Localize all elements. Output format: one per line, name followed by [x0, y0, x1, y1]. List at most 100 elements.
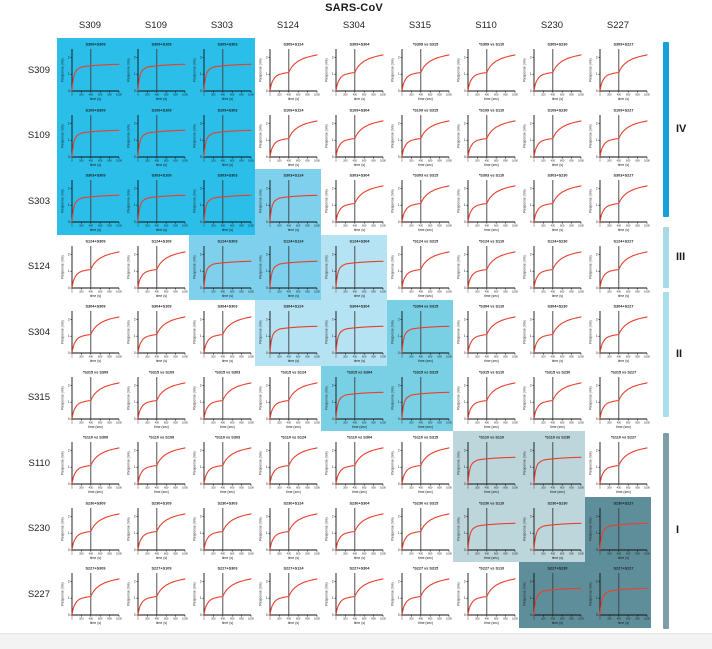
svg-text:time (s): time (s) [354, 97, 365, 101]
svg-text:1000: 1000 [578, 354, 584, 358]
svg-text:400: 400 [617, 616, 622, 620]
col-header-S303: S303 [210, 20, 234, 31]
svg-text:1: 1 [134, 269, 136, 273]
svg-text:200: 200 [145, 616, 150, 620]
svg-text:600: 600 [560, 551, 565, 555]
svg-text:2: 2 [596, 55, 598, 59]
svg-text:600: 600 [362, 289, 367, 293]
svg-text:0: 0 [398, 548, 400, 552]
svg-text:1: 1 [464, 400, 466, 404]
svg-text:0: 0 [533, 485, 535, 489]
svg-text:Response (nm): Response (nm) [61, 124, 65, 147]
svg-text:600: 600 [560, 289, 565, 293]
svg-text:400: 400 [617, 420, 622, 424]
svg-text:time (s): time (s) [552, 97, 563, 101]
svg-text:1000: 1000 [446, 485, 452, 489]
svg-text:Response (nm): Response (nm) [523, 320, 527, 343]
svg-text:Response (nm): Response (nm) [457, 386, 461, 409]
svg-text:time (sec): time (sec) [484, 621, 499, 625]
svg-text:800: 800 [107, 551, 112, 555]
svg-text:200: 200 [607, 485, 612, 489]
svg-text:600: 600 [362, 551, 367, 555]
svg-text:2: 2 [530, 55, 532, 59]
svg-text:200: 200 [79, 289, 84, 293]
svg-text:2: 2 [68, 55, 70, 59]
svg-text:time (s): time (s) [288, 294, 299, 298]
svg-text:1: 1 [266, 203, 268, 207]
svg-text:200: 200 [541, 289, 546, 293]
svg-text:time (s): time (s) [552, 556, 563, 560]
cell-S109-S124: S109+S124 0 1 2 0 200 400 600 800 1000 Response … [255, 104, 321, 170]
svg-text:*S110 vs S309: *S110 vs S309 [83, 436, 108, 440]
svg-text:time (s): time (s) [90, 556, 101, 560]
svg-text:Response (nm): Response (nm) [391, 582, 395, 605]
svg-text:Response (nm): Response (nm) [259, 320, 263, 343]
svg-text:200: 200 [343, 616, 348, 620]
cell-S110-S315: *S110 vs S315 0 1 2 0 200 400 600 800 1000 Respo… [387, 431, 453, 497]
svg-text:time (s): time (s) [90, 359, 101, 363]
svg-text:1000: 1000 [182, 223, 188, 227]
svg-text:0: 0 [332, 482, 334, 486]
cell-S109-S230: S109+S230 0 1 2 0 200 400 600 800 1000 Response … [519, 104, 585, 170]
svg-text:0: 0 [203, 158, 205, 162]
svg-text:200: 200 [607, 223, 612, 227]
svg-text:time (s): time (s) [552, 621, 563, 625]
cell-S124-S304: S124+S304 0 1 2 0 200 400 600 800 1000 Response … [321, 234, 387, 300]
svg-text:400: 400 [221, 158, 226, 162]
svg-text:time (s): time (s) [354, 294, 365, 298]
svg-text:0: 0 [200, 548, 202, 552]
svg-text:200: 200 [145, 289, 150, 293]
svg-text:200: 200 [79, 92, 84, 96]
svg-text:800: 800 [305, 223, 310, 227]
svg-text:*S110 vs S109: *S110 vs S109 [149, 436, 174, 440]
svg-text:200: 200 [409, 158, 414, 162]
svg-text:800: 800 [173, 616, 178, 620]
svg-text:400: 400 [89, 289, 94, 293]
svg-text:Response (nm): Response (nm) [523, 124, 527, 147]
svg-text:S124+S304: S124+S304 [350, 239, 371, 243]
svg-text:1: 1 [134, 531, 136, 535]
svg-text:400: 400 [287, 616, 292, 620]
svg-text:time (s): time (s) [288, 359, 299, 363]
svg-text:400: 400 [353, 289, 358, 293]
svg-text:*S227 vs S110: *S227 vs S110 [479, 567, 504, 571]
svg-text:*S304 vs S110: *S304 vs S110 [479, 305, 504, 309]
svg-text:time (sec): time (sec) [484, 97, 499, 101]
svg-text:400: 400 [353, 223, 358, 227]
svg-text:0: 0 [137, 485, 139, 489]
svg-text:200: 200 [541, 616, 546, 620]
cell-S303-S315: *S303 vs S315 0 1 2 0 200 400 600 800 1000 Respo… [387, 169, 453, 235]
svg-text:600: 600 [98, 158, 103, 162]
svg-text:0: 0 [464, 417, 466, 421]
svg-text:800: 800 [305, 420, 310, 424]
svg-text:1: 1 [68, 400, 70, 404]
svg-text:800: 800 [173, 420, 178, 424]
cell-S304-S124: S304+S124 0 1 2 0 200 400 600 800 1000 Response … [255, 300, 321, 366]
svg-text:200: 200 [277, 485, 282, 489]
svg-text:0: 0 [398, 351, 400, 355]
svg-text:2: 2 [398, 186, 400, 190]
svg-text:400: 400 [287, 485, 292, 489]
svg-text:400: 400 [89, 92, 94, 96]
svg-text:800: 800 [173, 354, 178, 358]
svg-text:0: 0 [401, 616, 403, 620]
svg-text:0: 0 [200, 613, 202, 617]
svg-text:*S110 vs S304: *S110 vs S304 [347, 436, 373, 440]
svg-text:2: 2 [596, 448, 598, 452]
svg-text:200: 200 [145, 485, 150, 489]
svg-text:400: 400 [485, 354, 490, 358]
svg-text:*S315 vs S303: *S315 vs S303 [215, 370, 241, 374]
cell-S124-S315: *S124 vs S315 0 1 2 0 200 400 600 800 1000 Respo… [387, 235, 453, 301]
cell-S109-S315: *S109 vs S315 0 1 2 0 200 400 600 800 1000 Respo… [387, 104, 453, 170]
svg-text:0: 0 [530, 89, 532, 93]
svg-text:200: 200 [409, 289, 414, 293]
svg-text:2: 2 [464, 579, 466, 583]
svg-text:400: 400 [419, 551, 424, 555]
